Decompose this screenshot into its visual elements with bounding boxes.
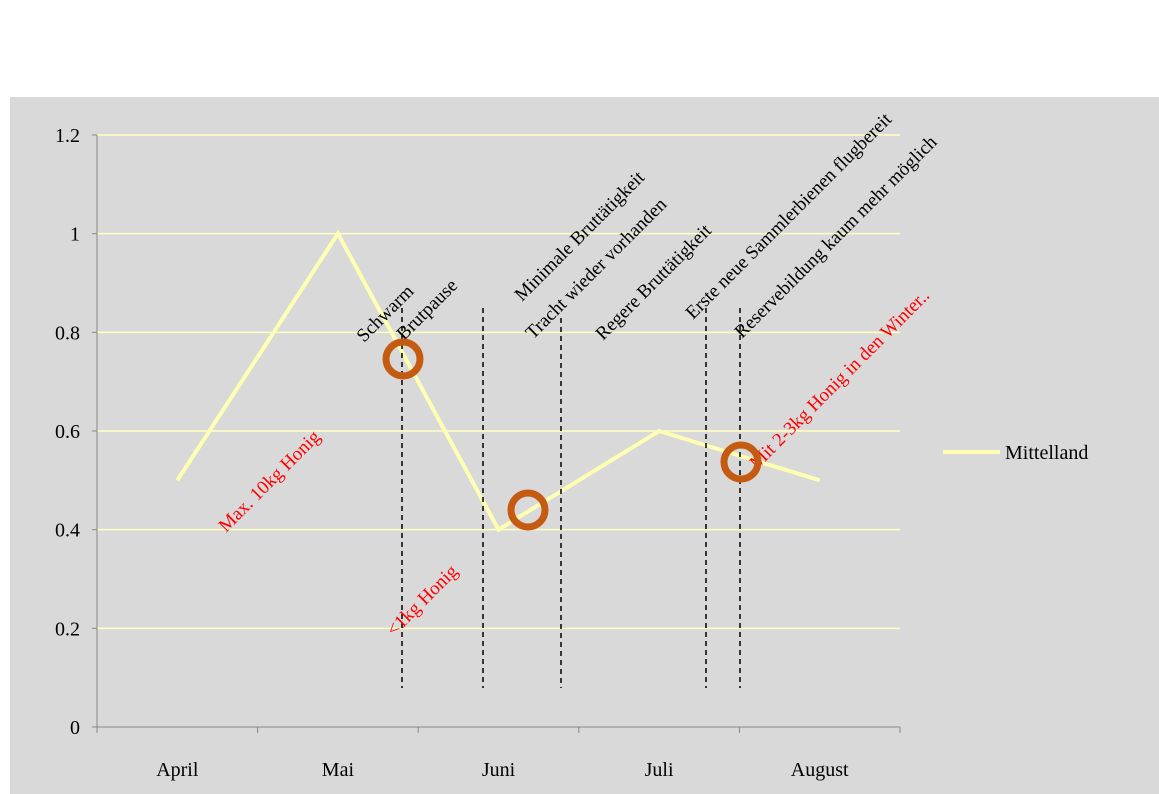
x-tick-label: Mai <box>322 759 355 781</box>
legend-label: Mittelland <box>1005 442 1088 464</box>
y-tick-label: 0.4 <box>55 520 80 542</box>
series-line <box>175 229 821 533</box>
x-tick-label: Juli <box>645 759 674 781</box>
highlight-ring <box>720 441 762 483</box>
y-tick-label: 0 <box>70 717 80 739</box>
highlight-ring <box>507 489 549 531</box>
y-tick-label: 0.2 <box>55 618 80 640</box>
y-tick-label: 0.6 <box>55 421 80 443</box>
x-tick-label: April <box>156 759 199 781</box>
highlights <box>382 338 762 531</box>
markers <box>401 308 741 688</box>
y-tick-label: 1 <box>70 224 80 246</box>
y-tick-label: 0.8 <box>55 322 80 344</box>
highlight-ring <box>382 338 424 380</box>
x-tick-label: August <box>791 759 849 781</box>
x-tick-label: Juni <box>482 759 516 781</box>
y-tick-label: 1.2 <box>55 125 80 147</box>
plot: 0 0.2 0.4 0.6 0.8 1 1.2 April Mai Juni Juli August <box>55 125 901 781</box>
chart-background <box>10 97 1159 794</box>
